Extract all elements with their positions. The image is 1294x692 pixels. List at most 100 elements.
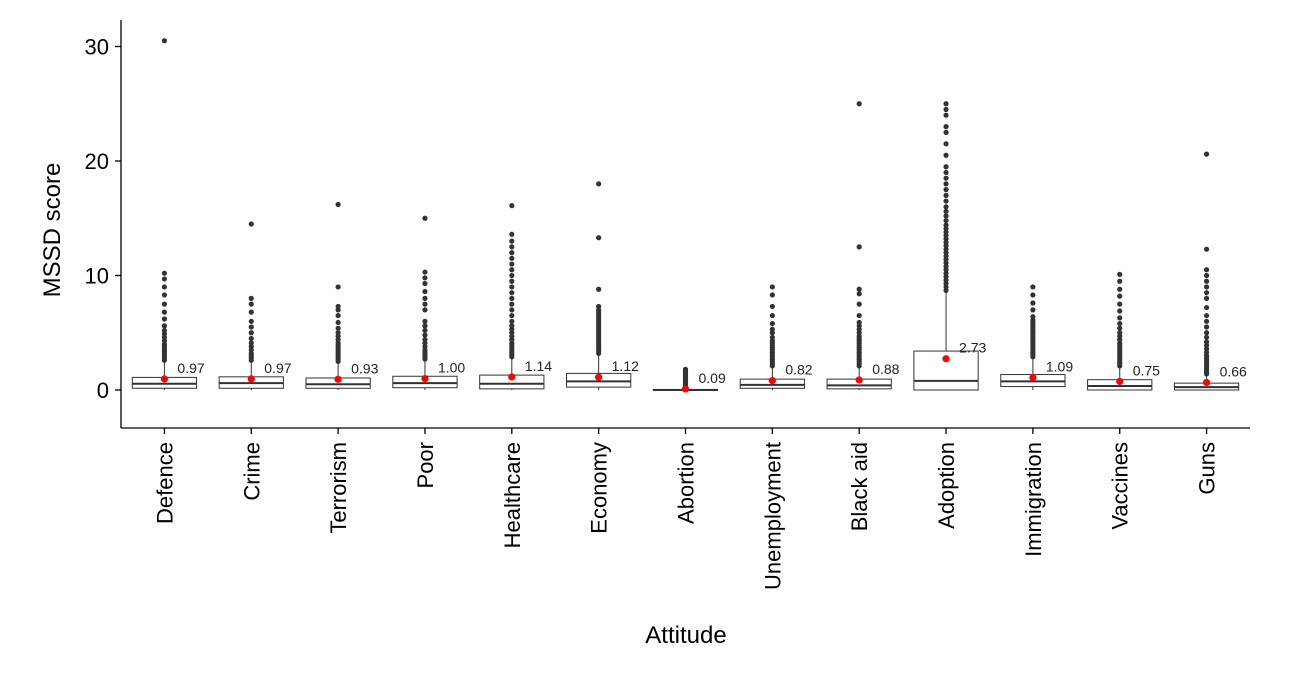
outlier-point [943,169,949,176]
outlier-point [943,124,949,130]
outlier-point [1203,324,1210,330]
outlier-point [943,152,949,158]
y-axis-title: MSSD score [39,163,66,298]
x-tick-label: Crime [239,442,264,501]
outlier-point [1030,307,1036,313]
x-tick-label: Guns [1195,442,1220,495]
outlier-point [943,112,949,118]
mean-label: 0.82 [785,362,812,378]
outlier-point [422,275,428,281]
outlier-point [1117,320,1123,327]
y-tick-label: 20 [85,149,109,174]
x-tick-label: Economy [587,442,612,534]
outlier-point [1117,308,1123,314]
box-unemployment: Unemployment 0.82 [739,284,813,590]
outlier-point [161,323,168,329]
mean-label: 1.09 [1046,359,1073,375]
outlier-point [1117,271,1123,277]
outlier-point [943,141,949,147]
outlier-point [943,213,949,219]
outlier-point [1203,272,1210,279]
outlier-point [1203,278,1210,284]
box-crime: Crime 0.97 [218,221,292,501]
outlier-point [248,295,254,301]
outlier-point [248,318,254,324]
mean-label: 0.97 [177,360,204,376]
box-defence: Defence 0.97 [131,38,205,524]
outlier-point [596,235,602,241]
outlier-point [422,332,428,338]
box-poor: Poor 1.00 [392,215,465,488]
outlier-point [422,307,428,313]
outlier-point [1117,278,1123,284]
outlier-point [422,323,428,329]
outlier-point [422,215,428,221]
outlier-point [161,301,168,307]
outlier-point [335,330,341,336]
outlier-point [335,319,341,326]
mean-point [1116,377,1124,386]
outlier-point [943,101,949,107]
outlier-point [509,272,515,279]
outlier-point [1117,325,1123,331]
outlier-point [682,366,689,372]
outlier-point [509,250,515,256]
outlier-point [943,192,949,198]
box-immigration: Immigration 1.09 [1000,284,1073,557]
outlier-point [161,270,168,276]
box-black-aid: Black aid 0.88 [826,101,900,531]
outlier-point [161,327,168,334]
box-healthcare: Healthcare 1.14 [479,203,552,548]
outlier-point [1203,295,1210,301]
mean-point [855,376,863,384]
outlier-point [509,290,515,296]
outlier-point [856,286,862,292]
outlier-point [856,101,862,107]
outlier-point [1030,314,1036,320]
outlier-point [769,312,775,319]
outlier-point [509,278,515,284]
outlier-point [422,318,428,324]
outlier-point [509,318,515,324]
outlier-point [509,323,515,329]
x-tick-label: Vaccines [1108,442,1133,530]
mean-point [942,355,950,363]
outlier-point [422,280,428,287]
outlier-point [509,301,515,307]
mean-point [1029,373,1037,382]
outlier-point [335,303,341,310]
outlier-point [1203,304,1210,311]
outlier-point [769,326,775,332]
x-tick-label: Unemployment [760,442,785,590]
x-axis-title: Attitude [645,622,726,649]
outlier-point [856,301,862,307]
mean-point [508,373,516,381]
outlier-point [943,222,949,228]
mean-label: 0.66 [1220,363,1247,379]
outlier-point [509,231,515,237]
outlier-point [1203,246,1210,252]
x-tick-label: Poor [413,442,438,488]
mean-point [1202,378,1211,387]
outlier-point [248,309,254,315]
outlier-point [943,208,949,214]
box-terrorism: Terrorism 0.93 [305,201,379,534]
outlier-point [335,325,341,331]
outlier-point [943,198,949,204]
outlier-point [248,324,254,330]
mean-label: 0.97 [264,360,291,376]
outlier-point [1203,334,1210,340]
y-tick-label: 30 [85,35,109,60]
box-economy: Economy 1.12 [566,181,639,534]
y-tick-label: 10 [85,264,109,289]
outlier-point [769,284,775,290]
mean-label: 1.14 [525,358,552,374]
outlier-point [1203,330,1210,336]
mean-point [334,375,342,383]
mean-label: 0.93 [351,360,378,376]
outlier-point [335,312,341,319]
outlier-point [943,217,949,224]
outlier-point [943,181,949,187]
x-tick-label: Adoption [934,442,959,529]
